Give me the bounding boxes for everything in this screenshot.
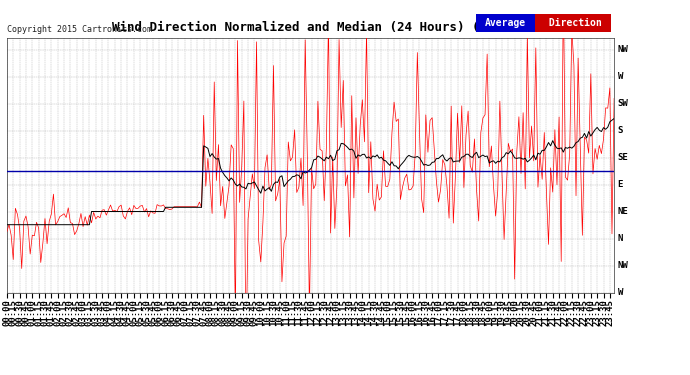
Text: W: W: [618, 72, 623, 81]
Text: E: E: [618, 180, 623, 189]
Text: Direction: Direction: [543, 18, 602, 28]
Text: NE: NE: [618, 207, 629, 216]
Text: Copyright 2015 Cartronics.com: Copyright 2015 Cartronics.com: [7, 25, 152, 34]
Text: SE: SE: [618, 153, 629, 162]
Text: Average: Average: [485, 18, 526, 28]
Text: NW: NW: [618, 45, 629, 54]
Text: S: S: [618, 126, 623, 135]
Text: SW: SW: [618, 99, 629, 108]
Text: W: W: [618, 288, 623, 297]
Text: N: N: [618, 234, 623, 243]
Text: Wind Direction Normalized and Median (24 Hours) (New) 20150522: Wind Direction Normalized and Median (24…: [112, 21, 578, 34]
Text: NW: NW: [618, 261, 629, 270]
